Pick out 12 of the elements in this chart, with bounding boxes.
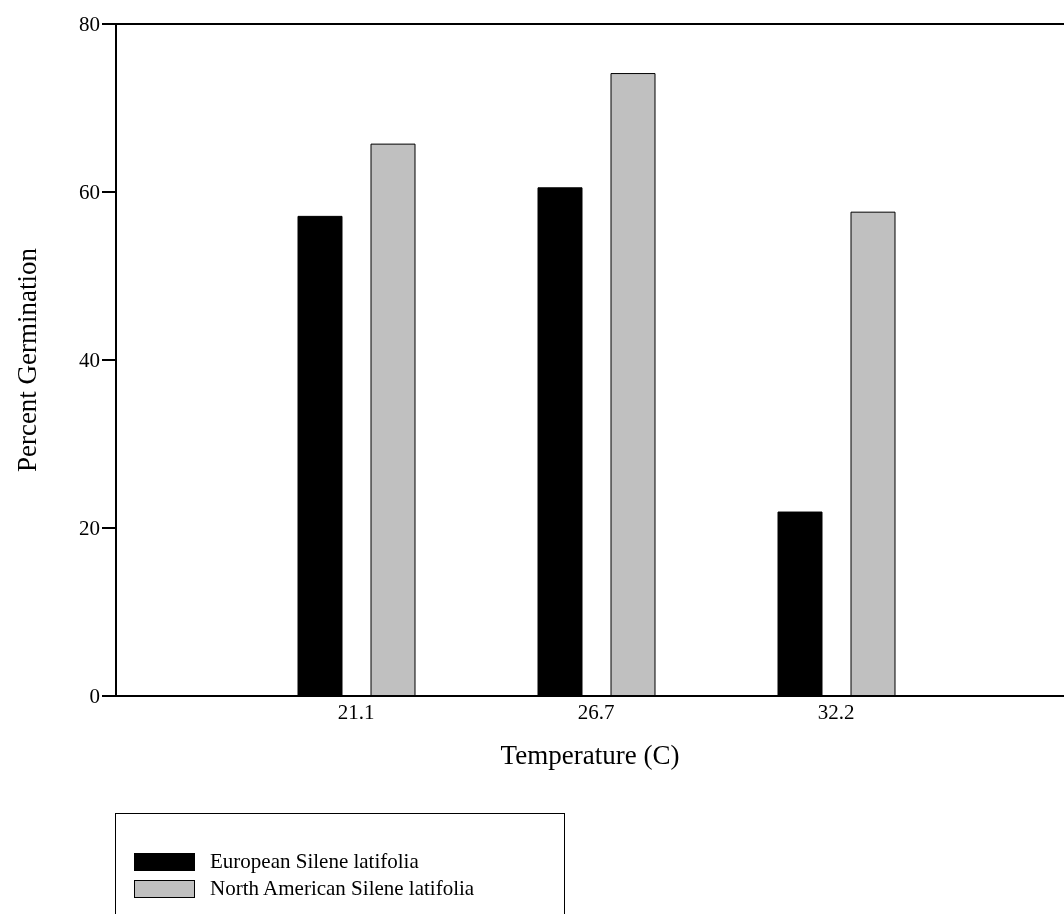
x-axis-title: Temperature (C)	[500, 740, 680, 770]
y-tick-label: 80	[79, 12, 100, 37]
y-axis-title: Percent Germination	[11, 247, 42, 473]
x-tick-label: 26.7	[577, 699, 615, 724]
x-tick-label: 21.1	[337, 699, 375, 724]
y-tick-label: 40	[79, 348, 100, 373]
legend-label: North American Silene latifolia	[210, 876, 475, 901]
y-tick-label: 20	[79, 516, 100, 541]
y-tick-label: 0	[89, 684, 100, 709]
y-tick-label: 60	[79, 180, 100, 205]
legend-label: European Silene latifolia	[210, 849, 419, 874]
x-tick-label: 32.2	[817, 699, 855, 724]
